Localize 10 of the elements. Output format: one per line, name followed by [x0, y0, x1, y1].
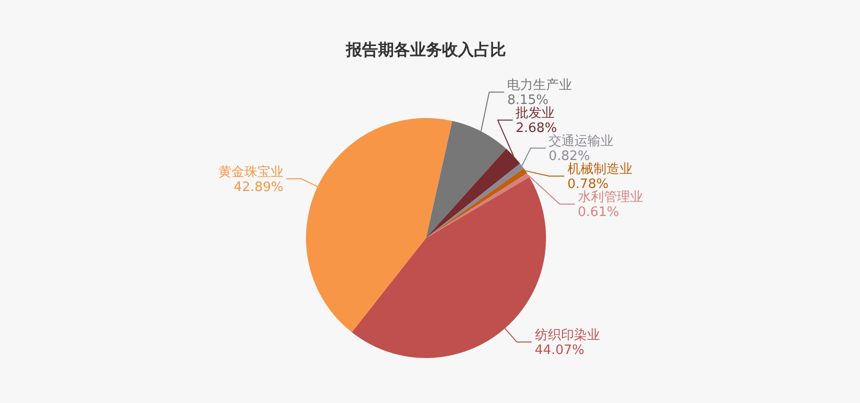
chart-title: 报告期各业务收入占比 — [345, 40, 506, 59]
data-label: 42.89% — [234, 180, 284, 195]
slice-label: 机械制造业 — [567, 162, 632, 178]
slice-label: 电力生产业 — [507, 78, 572, 94]
data-label: 44.07% — [534, 342, 584, 358]
slice-label: 批发业 — [516, 106, 555, 122]
slice-label: 水利管理业 — [578, 190, 643, 206]
slice-label: 纺织印染业 — [534, 328, 600, 343]
data-label: 0.61% — [578, 205, 620, 220]
slice-label: 黄金珠宝业 — [218, 164, 284, 180]
